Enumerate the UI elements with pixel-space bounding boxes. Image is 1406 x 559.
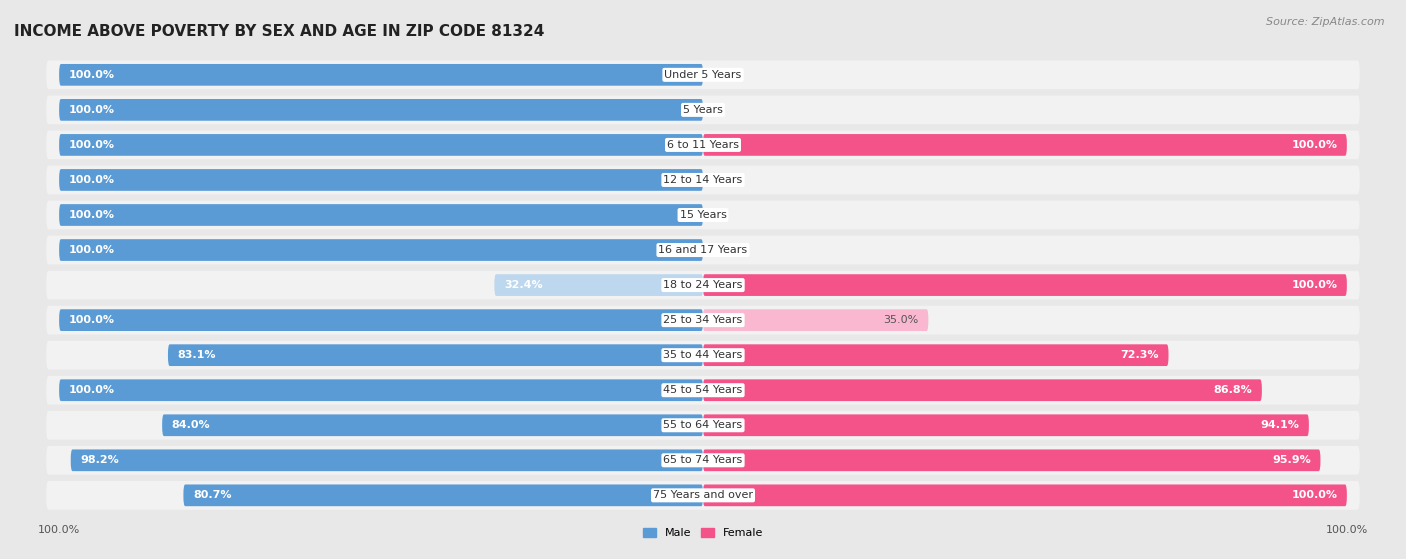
Text: 55 to 64 Years: 55 to 64 Years [664, 420, 742, 430]
Text: 32.4%: 32.4% [503, 280, 543, 290]
Text: 83.1%: 83.1% [177, 350, 217, 360]
FancyBboxPatch shape [703, 274, 1347, 296]
FancyBboxPatch shape [46, 341, 1360, 369]
FancyBboxPatch shape [59, 134, 703, 156]
FancyBboxPatch shape [703, 344, 1168, 366]
FancyBboxPatch shape [46, 165, 1360, 195]
Text: 6 to 11 Years: 6 to 11 Years [666, 140, 740, 150]
Text: 100.0%: 100.0% [69, 105, 115, 115]
FancyBboxPatch shape [59, 99, 703, 121]
Text: 86.8%: 86.8% [1213, 385, 1253, 395]
FancyBboxPatch shape [59, 239, 703, 261]
Text: 100.0%: 100.0% [69, 315, 115, 325]
Text: 100.0%: 100.0% [1291, 490, 1337, 500]
FancyBboxPatch shape [59, 309, 703, 331]
FancyBboxPatch shape [59, 169, 703, 191]
Text: 15 Years: 15 Years [679, 210, 727, 220]
Legend: Male, Female: Male, Female [638, 523, 768, 542]
FancyBboxPatch shape [46, 60, 1360, 89]
Text: 95.9%: 95.9% [1272, 455, 1310, 465]
Text: Source: ZipAtlas.com: Source: ZipAtlas.com [1267, 17, 1385, 27]
Text: 25 to 34 Years: 25 to 34 Years [664, 315, 742, 325]
Text: 16 and 17 Years: 16 and 17 Years [658, 245, 748, 255]
Text: 35 to 44 Years: 35 to 44 Years [664, 350, 742, 360]
FancyBboxPatch shape [70, 449, 703, 471]
Text: Under 5 Years: Under 5 Years [665, 70, 741, 80]
Text: 35.0%: 35.0% [883, 315, 918, 325]
Text: 5 Years: 5 Years [683, 105, 723, 115]
Text: 75 Years and over: 75 Years and over [652, 490, 754, 500]
FancyBboxPatch shape [703, 134, 1347, 156]
FancyBboxPatch shape [46, 131, 1360, 159]
Text: 100.0%: 100.0% [69, 210, 115, 220]
Text: 98.2%: 98.2% [80, 455, 120, 465]
FancyBboxPatch shape [183, 485, 703, 506]
Text: 45 to 54 Years: 45 to 54 Years [664, 385, 742, 395]
FancyBboxPatch shape [46, 201, 1360, 229]
FancyBboxPatch shape [46, 236, 1360, 264]
Text: 100.0%: 100.0% [69, 175, 115, 185]
FancyBboxPatch shape [59, 64, 703, 86]
FancyBboxPatch shape [703, 449, 1320, 471]
Text: 72.3%: 72.3% [1121, 350, 1159, 360]
FancyBboxPatch shape [46, 376, 1360, 405]
FancyBboxPatch shape [703, 309, 928, 331]
Text: 100.0%: 100.0% [69, 245, 115, 255]
FancyBboxPatch shape [162, 414, 703, 436]
Text: 12 to 14 Years: 12 to 14 Years [664, 175, 742, 185]
Text: 100.0%: 100.0% [69, 140, 115, 150]
Text: 84.0%: 84.0% [172, 420, 211, 430]
FancyBboxPatch shape [46, 446, 1360, 475]
FancyBboxPatch shape [703, 485, 1347, 506]
FancyBboxPatch shape [46, 306, 1360, 334]
FancyBboxPatch shape [703, 414, 1309, 436]
Text: 80.7%: 80.7% [193, 490, 232, 500]
FancyBboxPatch shape [59, 380, 703, 401]
Text: 94.1%: 94.1% [1260, 420, 1299, 430]
FancyBboxPatch shape [46, 411, 1360, 439]
Text: 65 to 74 Years: 65 to 74 Years [664, 455, 742, 465]
FancyBboxPatch shape [167, 344, 703, 366]
FancyBboxPatch shape [59, 204, 703, 226]
FancyBboxPatch shape [703, 380, 1261, 401]
Text: 100.0%: 100.0% [69, 70, 115, 80]
Text: 18 to 24 Years: 18 to 24 Years [664, 280, 742, 290]
FancyBboxPatch shape [495, 274, 703, 296]
Text: 100.0%: 100.0% [1291, 140, 1337, 150]
Text: 100.0%: 100.0% [1291, 280, 1337, 290]
FancyBboxPatch shape [46, 96, 1360, 124]
FancyBboxPatch shape [46, 271, 1360, 300]
FancyBboxPatch shape [46, 481, 1360, 510]
Text: 100.0%: 100.0% [69, 385, 115, 395]
Text: INCOME ABOVE POVERTY BY SEX AND AGE IN ZIP CODE 81324: INCOME ABOVE POVERTY BY SEX AND AGE IN Z… [14, 25, 544, 40]
